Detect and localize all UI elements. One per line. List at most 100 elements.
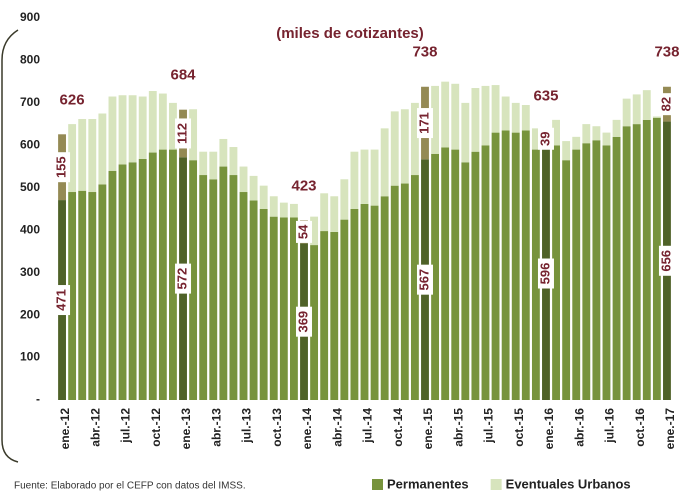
bar-segment <box>229 147 238 176</box>
bar-segment <box>562 160 571 400</box>
bar-segment <box>269 216 278 400</box>
bar-segment <box>350 151 359 209</box>
value-label-text: 39 <box>537 132 552 146</box>
value-label-text: 369 <box>295 311 310 333</box>
bar-segment <box>189 109 198 161</box>
value-label: 471 <box>53 285 71 316</box>
value-label-text: 54 <box>295 224 310 239</box>
bar-segment <box>632 124 641 400</box>
legend-swatch <box>372 479 383 490</box>
bar-segment <box>491 132 500 400</box>
bar-segment <box>310 245 319 400</box>
x-tick-label: ene.-16 <box>542 408 556 450</box>
value-label-text: 171 <box>416 112 431 134</box>
bar-segment <box>572 149 581 400</box>
bar-segment <box>441 81 450 148</box>
legend-swatch <box>490 479 502 490</box>
value-label-box <box>416 264 433 295</box>
x-tick-label: ene.-14 <box>300 408 314 450</box>
bar-segment <box>199 151 208 176</box>
y-tick-label: 200 <box>20 307 40 321</box>
value-label: 155 <box>53 152 71 183</box>
bar-segment <box>582 124 591 144</box>
bar-segment <box>481 145 490 400</box>
x-tick-label: oct.-13 <box>270 408 284 447</box>
value-label: 39 <box>537 127 554 150</box>
bar-segment <box>441 147 450 400</box>
bar-segment <box>138 96 147 159</box>
bar-segment <box>612 136 621 400</box>
value-label: 82 <box>658 93 675 116</box>
bar-segment <box>340 219 349 400</box>
bar-segment <box>88 119 97 193</box>
y-tick-label: 600 <box>20 138 40 152</box>
bar-segment <box>189 160 198 400</box>
bar-segment <box>320 231 329 400</box>
bar-segment <box>229 175 238 400</box>
value-label-text: 471 <box>53 289 68 311</box>
bar-segment <box>209 179 218 400</box>
y-tick-label: 900 <box>20 10 40 24</box>
total-label: 738 <box>654 44 679 61</box>
subtitle: (miles de cotizantes) <box>276 25 424 42</box>
bar-segment <box>279 202 288 218</box>
frame <box>1 29 19 463</box>
bar-segment <box>410 175 419 400</box>
total-label: 738 <box>412 44 437 61</box>
bar-segment <box>562 141 571 161</box>
bar-segment <box>592 140 601 401</box>
bar-segment <box>622 98 631 127</box>
value-label-box <box>175 118 192 149</box>
value-label-box <box>175 263 192 294</box>
bar-segment <box>138 158 147 400</box>
bar-segment <box>98 184 107 400</box>
value-label-box <box>416 108 433 139</box>
value-label: 171 <box>416 108 433 139</box>
bar-segment <box>642 119 651 400</box>
x-tick-label: oct.-14 <box>391 408 405 447</box>
bar-segment <box>169 149 177 400</box>
bar-segment <box>652 117 661 400</box>
bar-segment <box>380 128 389 197</box>
bar-segment <box>531 149 540 400</box>
bar-segment <box>169 102 177 150</box>
bar-segment <box>471 88 480 152</box>
y-tick-label: 700 <box>20 95 40 109</box>
x-tick-label: abr.-13 <box>209 408 223 447</box>
total-label: 684 <box>171 67 197 84</box>
x-tick-label: ene.-15 <box>421 408 435 450</box>
bar-segment <box>471 151 480 400</box>
bar-segment <box>158 93 167 150</box>
total-label: 423 <box>291 177 316 194</box>
y-tick-label: - <box>36 392 40 406</box>
x-tick-label: oct.-15 <box>512 408 526 447</box>
bar-segment <box>390 185 399 400</box>
bar-segment <box>390 111 399 186</box>
bar-segment <box>68 124 77 193</box>
bar-segment <box>360 203 369 400</box>
bar-segment <box>289 217 298 400</box>
bar-segment <box>259 209 268 400</box>
value-label: 656 <box>658 245 675 276</box>
bar-segment <box>78 190 87 400</box>
x-tick-label: jul.-16 <box>603 408 617 444</box>
bar-segment <box>148 91 157 153</box>
value-label-text: 656 <box>658 250 673 272</box>
x-tick-label: ene.-17 <box>663 408 677 450</box>
bar-segment <box>98 113 107 185</box>
bar-segment <box>350 209 359 400</box>
bar-segment <box>451 83 460 150</box>
bar-segment <box>360 149 369 204</box>
source: Fuente: Elaborado por el CEFP con datos … <box>14 481 246 492</box>
bar-segment <box>380 196 389 400</box>
legend-label: Permanentes <box>387 476 469 491</box>
value-label-box <box>54 285 71 316</box>
bar-segment <box>552 145 560 400</box>
total-label: 626 <box>60 91 85 108</box>
bar-segment <box>642 90 651 120</box>
x-tick-label: abr.-14 <box>330 408 344 447</box>
bar-segment <box>330 196 339 232</box>
bar-segment <box>108 170 117 400</box>
value-label-box <box>537 127 554 150</box>
